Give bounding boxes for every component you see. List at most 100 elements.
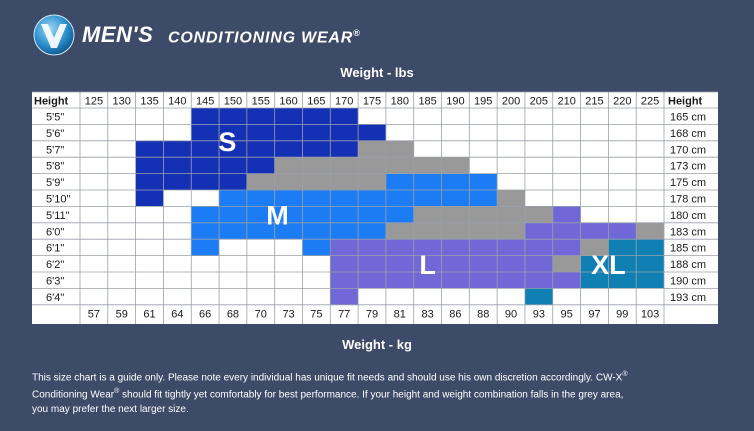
cell-M-7-7 (274, 222, 303, 240)
cwx-logo (33, 14, 75, 56)
cell-S-1-6 (246, 124, 275, 141)
cell-XL-9-19 (608, 255, 637, 272)
cell-L-8-11 (385, 239, 414, 256)
kg-tick: 95 (561, 308, 573, 320)
kg-tick: 66 (199, 308, 211, 320)
cell-L-9-12 (413, 255, 442, 272)
cell-M-5-10 (358, 190, 386, 207)
cell-grey-7-13 (441, 222, 470, 240)
kg-tick: 61 (143, 308, 155, 320)
lbs-tick: 205 (530, 96, 548, 108)
height-cm-tick: 178 cm (670, 194, 706, 206)
cell-grey-7-15 (497, 222, 525, 240)
cell-M-5-9 (330, 190, 359, 207)
cell-S-4-4 (191, 173, 220, 190)
cell-grey-3-11 (385, 157, 414, 174)
cell-M-4-12 (413, 173, 442, 190)
lbs-tick: 165 (307, 96, 325, 108)
cell-L-8-17 (552, 239, 581, 256)
cell-grey-2-11 (385, 140, 414, 158)
cell-S-0-8 (302, 108, 331, 125)
height-cm-tick: 175 cm (670, 177, 706, 189)
height-ft-tick: 6'3" (46, 276, 64, 288)
cell-L-10-15 (497, 272, 525, 289)
cell-S-1-4 (191, 124, 220, 141)
kg-tick: 86 (449, 308, 461, 320)
cell-S-5-2 (135, 190, 164, 207)
cell-S-3-4 (191, 157, 220, 174)
cell-L-10-13 (441, 272, 470, 289)
height-ft-tick: 5'7" (46, 144, 64, 156)
height-cm-tick: 185 cm (670, 243, 706, 255)
cell-M-5-12 (413, 190, 442, 207)
kg-tick: 88 (477, 308, 489, 320)
cell-S-1-7 (274, 124, 303, 141)
size-label-xl: XL (591, 250, 626, 280)
height-cm-tick: 173 cm (670, 161, 706, 173)
kg-tick: 103 (641, 308, 659, 320)
kg-tick: 73 (282, 308, 294, 320)
height-ft-tick: 5'8" (46, 161, 64, 173)
disclaimer-note: This size chart is a guide only. Please … (32, 368, 732, 417)
lbs-tick: 170 (335, 96, 353, 108)
cell-grey-6-14 (469, 206, 498, 223)
kg-tick: 99 (616, 308, 628, 320)
cell-grey-6-15 (497, 206, 525, 223)
cell-M-6-5 (219, 206, 247, 223)
cell-grey-3-7 (274, 157, 303, 174)
height-label-left: Height (34, 96, 69, 108)
cell-M-4-13 (441, 173, 470, 190)
lbs-tick: 125 (85, 96, 103, 108)
cell-M-4-14 (469, 173, 498, 190)
height-ft-tick: 5'5" (46, 112, 64, 124)
cell-S-2-2 (135, 140, 164, 158)
kg-tick: 68 (227, 308, 239, 320)
kg-tick: 79 (366, 308, 378, 320)
cell-L-7-16 (524, 222, 553, 240)
cell-L-9-11 (385, 255, 414, 272)
size-label-s: S (218, 127, 236, 157)
cell-S-3-6 (246, 157, 275, 174)
lbs-tick: 195 (474, 96, 492, 108)
height-ft-tick: 6'2" (46, 259, 64, 271)
cell-S-0-6 (246, 108, 275, 125)
lbs-tick: 140 (168, 96, 186, 108)
cell-grey-3-8 (302, 157, 331, 174)
cell-S-0-7 (274, 108, 303, 125)
cell-S-3-5 (219, 157, 247, 174)
kg-tick: 97 (588, 308, 600, 320)
brand-subtitle: CONDITIONING WEAR (168, 29, 354, 47)
cell-M-5-5 (219, 190, 247, 207)
lbs-tick: 200 (502, 96, 520, 108)
kg-tick: 70 (255, 308, 267, 320)
cell-L-9-13 (441, 255, 470, 272)
cell-S-2-3 (163, 140, 192, 158)
cell-M-8-4 (191, 239, 220, 256)
cell-L-8-15 (497, 239, 525, 256)
cell-grey-6-16 (524, 206, 553, 223)
registered-mark: ® (353, 28, 361, 38)
cell-L-7-18 (580, 222, 609, 240)
cell-grey-7-12 (413, 222, 442, 240)
height-label-right: Height (668, 96, 703, 108)
cell-L-10-14 (469, 272, 498, 289)
height-ft-tick: 6'1" (46, 243, 64, 255)
cell-M-6-11 (385, 206, 414, 223)
cell-XL-8-20 (636, 239, 664, 256)
cell-XL-9-20 (636, 255, 664, 272)
height-ft-tick: 6'4" (46, 292, 64, 304)
cell-L-8-13 (441, 239, 470, 256)
cell-M-8-8 (302, 239, 331, 256)
kg-tick: 83 (421, 308, 433, 320)
cell-L-11-9 (330, 288, 359, 305)
lbs-tick: 220 (613, 96, 631, 108)
cell-S-2-5 (219, 140, 247, 158)
cell-grey-3-10 (358, 157, 386, 174)
cell-M-5-7 (274, 190, 303, 207)
cell-S-3-3 (163, 157, 192, 174)
lbs-tick: 135 (140, 96, 158, 108)
cell-M-5-6 (246, 190, 275, 207)
cell-S-1-8 (302, 124, 331, 141)
kg-tick: 90 (505, 308, 517, 320)
